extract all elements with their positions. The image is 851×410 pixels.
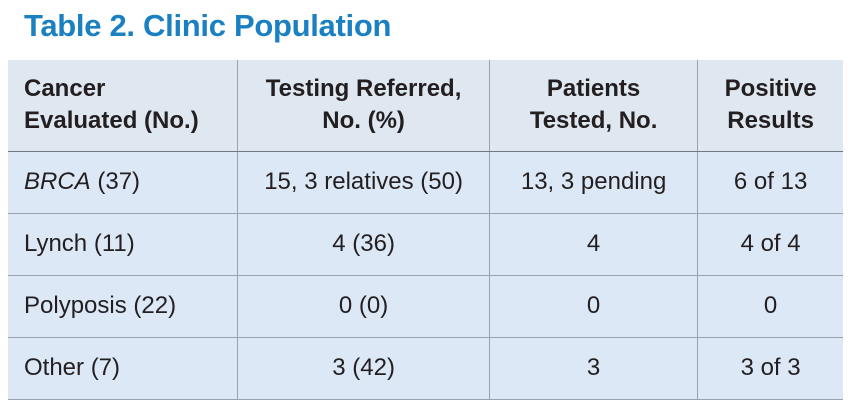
header-line: Cancer [24, 75, 106, 103]
header-line: Patients [546, 75, 641, 103]
table-cell: BRCA (37) [8, 150, 239, 213]
table-cell: 0 [697, 274, 843, 337]
table-cell: 0 [489, 274, 699, 337]
table-row: Other (7) 3 (42) 3 3 of 3 [8, 336, 843, 400]
header-cell: Testing Referred, No. (%) [237, 60, 491, 152]
clinic-table: Cancer Evaluated (No.) Testing Referred, N… [8, 60, 843, 400]
header-cell: Cancer Evaluated (No.) [8, 60, 239, 152]
table-cell: 0 (0) [237, 274, 491, 337]
table-cell: 4 (36) [237, 212, 491, 275]
header-line: No. (%) [322, 107, 405, 135]
table-cell: 6 of 13 [697, 150, 843, 213]
header-cell: Positive Results [697, 60, 843, 152]
header-line: Evaluated (No.) [24, 107, 199, 135]
table-cell: 13, 3 pending [489, 150, 699, 213]
count: (37) [90, 168, 141, 195]
table-cell: 15, 3 relatives (50) [237, 150, 491, 213]
table-title: Table 2. Clinic Population [24, 8, 392, 43]
table-cell: 4 of 4 [697, 212, 843, 275]
gene-name: BRCA [24, 168, 91, 195]
table-cell: 3 [489, 336, 699, 400]
header-line: Positive [724, 75, 817, 103]
table-cell: Polyposis (22) [8, 274, 239, 337]
table-header: Cancer Evaluated (No.) Testing Referred, N… [8, 60, 843, 152]
table-cell: Lynch (11) [8, 212, 239, 275]
table-cell: 4 [489, 212, 699, 275]
table-row: BRCA (37) 15, 3 relatives (50) 13, 3 pen… [8, 150, 843, 213]
table-cell: Other (7) [8, 336, 239, 400]
table-cell: 3 of 3 [697, 336, 843, 400]
header-cell: Patients Tested, No. [489, 60, 699, 152]
table-row: Polyposis (22) 0 (0) 0 0 [8, 274, 843, 337]
header-row: Cancer Evaluated (No.) Testing Referred, N… [8, 60, 843, 152]
table-body: BRCA (37) 15, 3 relatives (50) 13, 3 pen… [8, 150, 843, 400]
table-cell: 3 (42) [237, 336, 491, 400]
header-line: Results [727, 107, 814, 135]
table-row: Lynch (11) 4 (36) 4 4 of 4 [8, 212, 843, 275]
header-line: Testing Referred, [265, 75, 462, 103]
header-line: Tested, No. [529, 107, 658, 135]
